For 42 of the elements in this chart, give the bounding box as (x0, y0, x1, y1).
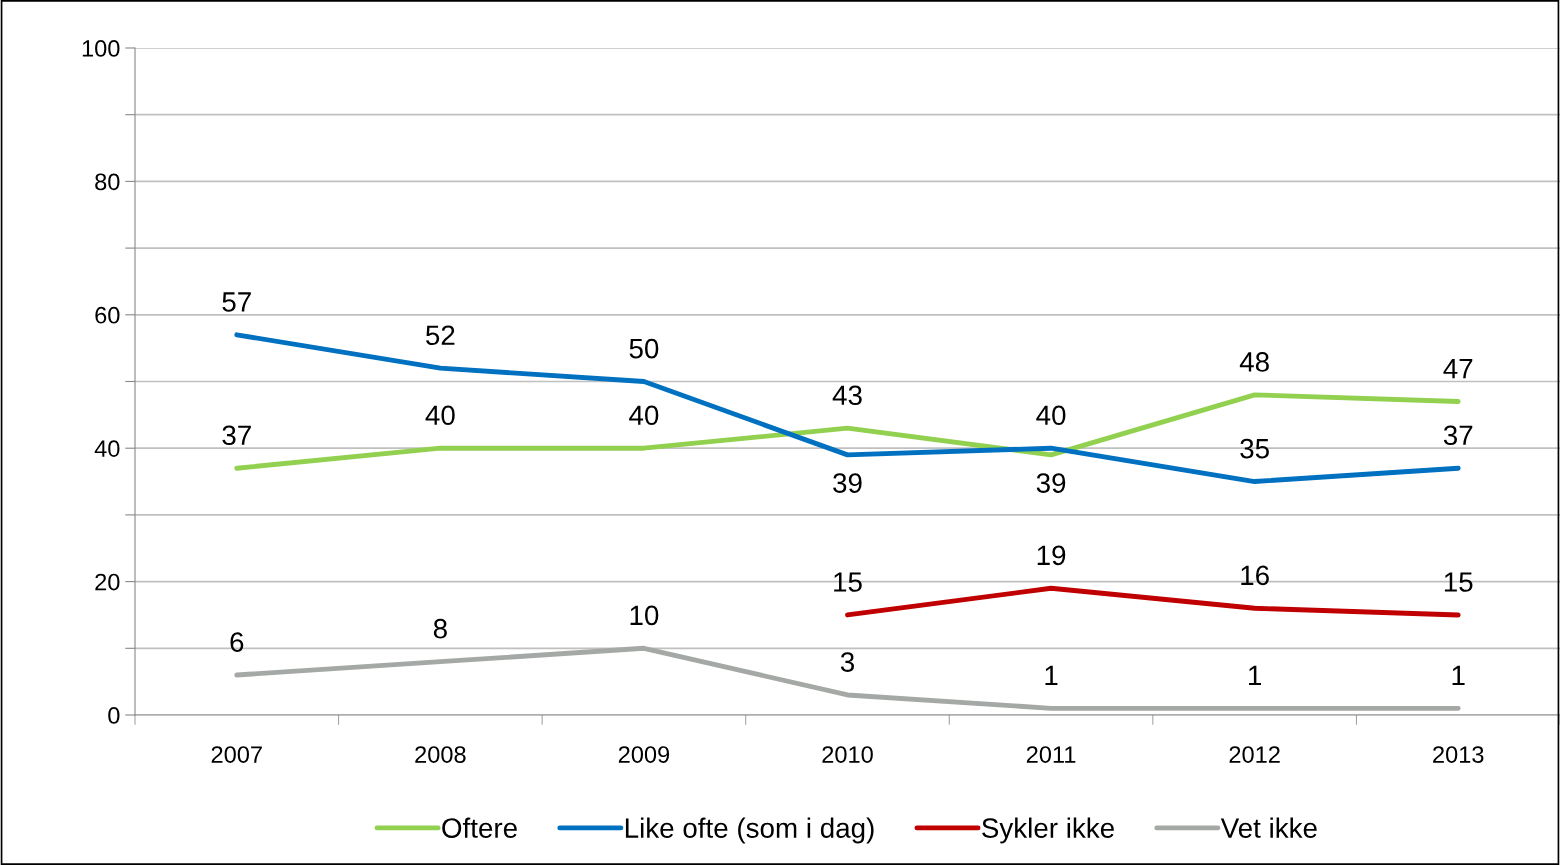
data-label: 37 (222, 425, 251, 446)
x-tick-label: 2012 (1229, 746, 1280, 763)
data-label: 39 (1036, 473, 1066, 493)
x-tick-label: 2009 (618, 746, 670, 763)
data-label: 40 (1036, 405, 1066, 426)
y-tick-label: 20 (95, 573, 120, 591)
data-label: 43 (832, 385, 862, 406)
y-tick-label: 60 (95, 306, 120, 324)
data-label: 40 (629, 405, 659, 426)
data-label: 6 (230, 632, 244, 652)
data-label: 57 (222, 292, 251, 312)
data-label: 1 (1452, 665, 1465, 685)
data-label: 15 (1444, 572, 1473, 592)
legend-label: Sykler ikke (982, 817, 1114, 844)
y-tick-label: 0 (108, 707, 120, 724)
data-label: 40 (425, 405, 455, 426)
data-label: 52 (426, 325, 455, 346)
x-tick-label: 2008 (415, 746, 466, 763)
data-label: 15 (834, 572, 862, 592)
x-tick-label: 2007 (211, 746, 262, 763)
x-tick-label: 2013 (1433, 746, 1484, 763)
data-label: 50 (629, 338, 659, 359)
y-tick-label: 100 (82, 40, 120, 57)
legend-label: Like ofte (som i dag) (625, 817, 874, 844)
data-label: 8 (433, 618, 447, 639)
data-label: 19 (1037, 545, 1066, 566)
data-label: 37 (1443, 425, 1473, 446)
data-label: 48 (1239, 352, 1269, 372)
x-tick-label: 2011 (1026, 746, 1076, 763)
y-tick-label: 80 (95, 173, 120, 191)
x-tick-label: 2010 (822, 746, 873, 763)
data-label: 1 (1045, 665, 1058, 685)
legend-label: Oftere (442, 817, 517, 838)
data-label: 1 (1249, 665, 1262, 685)
data-label: 16 (1241, 565, 1269, 586)
data-label: 47 (1443, 359, 1473, 379)
data-label: 10 (630, 605, 659, 626)
data-label: 39 (833, 473, 862, 493)
y-tick-label: 40 (94, 440, 120, 457)
data-label: 35 (1240, 438, 1269, 459)
legend-label: Vet ikke (1220, 817, 1317, 838)
data-label: 3 (840, 652, 854, 672)
